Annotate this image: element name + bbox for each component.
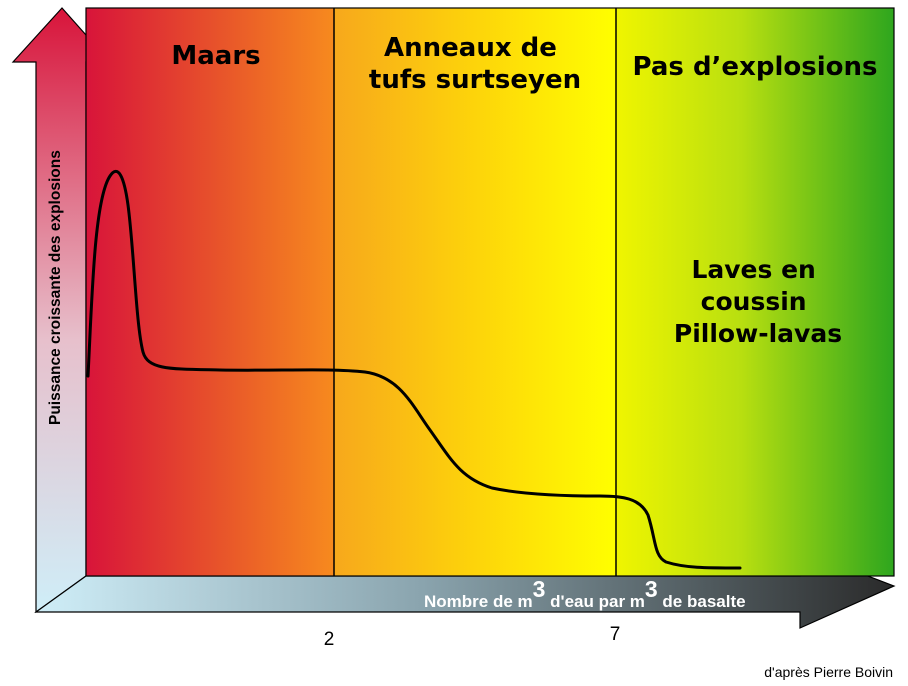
pillow-lava-line-1: Laves en — [691, 255, 815, 284]
explosivity-curve — [86, 169, 742, 570]
zone-label-maars-line: Maars — [171, 41, 260, 71]
x-axis-label-part1: Nombre de m — [424, 592, 533, 611]
zone-pas-explosions — [616, 8, 894, 576]
zone-label-pas-explosions: Pas d’explosions — [633, 52, 878, 82]
zone-maars — [86, 8, 334, 576]
x-tick-7: 7 — [610, 624, 621, 645]
x-tick-2: 2 — [324, 629, 335, 650]
pillow-lava-line-3: Pillow-lavas — [674, 319, 842, 348]
zone-label-anneaux: Anneaux de tufs surtseyen — [369, 33, 581, 95]
x-axis-label-part3: de basalte — [658, 592, 746, 611]
pillow-lava-label: Laves en coussin Pillow-lavas — [674, 255, 842, 348]
x-axis-label-sup1: 3 — [533, 576, 546, 602]
x-axis-label-part2: d'eau par m — [545, 592, 644, 611]
zone-label-pas-explosions-line: Pas d’explosions — [633, 52, 878, 82]
zone-label-maars: Maars — [171, 41, 260, 71]
credit: d'après Pierre Boivin — [764, 664, 893, 680]
zone-label-anneaux-line-1: Anneaux de — [384, 33, 557, 63]
zone-label-anneaux-line-2: tufs surtseyen — [369, 65, 581, 95]
pillow-lava-line-2: coussin — [701, 287, 807, 316]
x-axis-label-sup2: 3 — [645, 576, 658, 602]
y-axis-label: Puissance croissante des explosions — [47, 150, 64, 425]
plot-frame — [85, 7, 895, 577]
x-axis-label: Nombre de m3 d'eau par m3 de basalte — [424, 576, 746, 611]
